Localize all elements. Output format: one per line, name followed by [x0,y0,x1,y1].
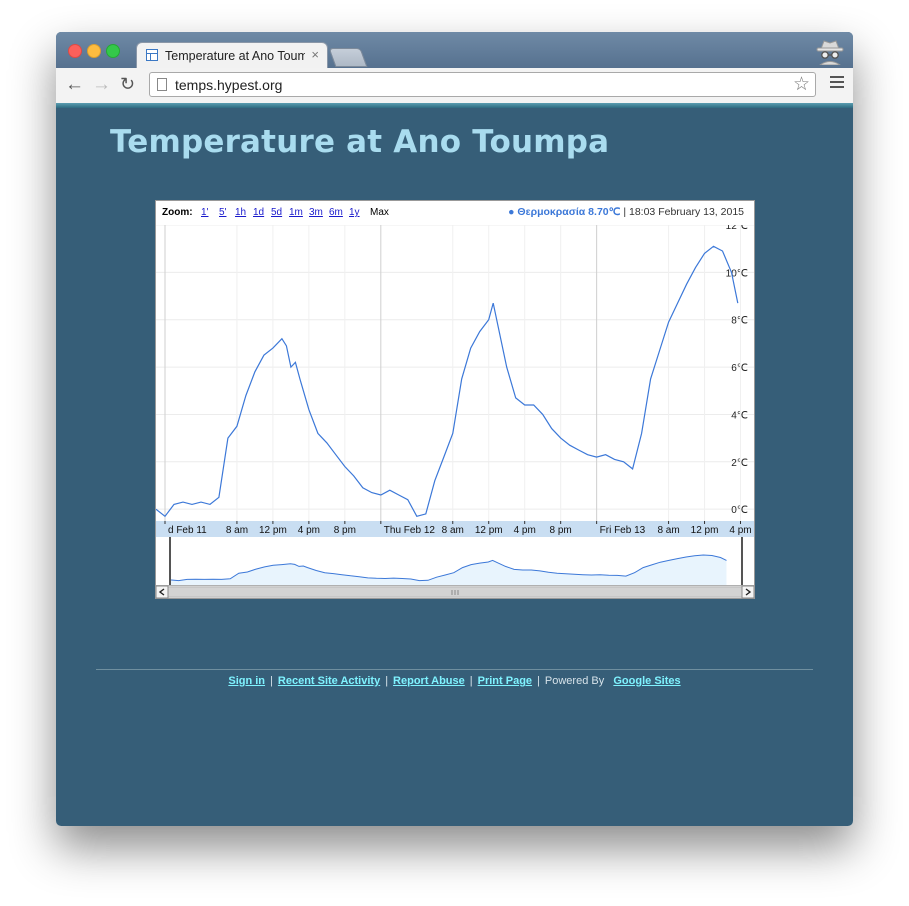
y-tick-label: 6℃ [731,363,748,374]
footer-divider [96,669,813,670]
x-tick-label: d Feb 11 [168,525,207,536]
x-tick-label: Thu Feb 12 [384,525,436,536]
page-title: Temperature at Ano Toumpa [110,124,610,160]
scroll-right-button[interactable] [741,585,754,599]
zoom-link-1h[interactable]: 1h [235,207,247,218]
recent-site-activity-link[interactable]: Recent Site Activity [277,675,381,687]
zoom-link-5min[interactable]: 5' [219,207,227,218]
x-tick-label: 12 pm [259,525,287,536]
scroll-left-button[interactable] [156,585,169,599]
report-abuse-link[interactable]: Report Abuse [393,675,465,687]
url-text[interactable]: temps.hypest.org [175,77,283,93]
navigator-series-line [169,554,727,582]
sign-in-link[interactable]: Sign in [228,675,266,687]
google-sites-favicon-icon [146,49,158,61]
temperature-series-line [156,245,739,518]
x-tick-label: 8 am [657,525,679,536]
y-tick-label: 8℃ [731,316,748,327]
incognito-icon [816,40,844,65]
x-tick-label: 8 am [442,525,464,536]
tab-title: Temperature at Ano Toump [165,49,305,63]
title-bar: Temperature at Ano Toump × [56,32,853,68]
y-tick-label: 12℃ [726,225,748,232]
zoom-link-1m[interactable]: 1m [289,207,303,218]
chart-zoom-bar: Zoom: 1' 5' 1h 1d 5d 1m 3m 6m 1y Max ● Θ… [156,201,754,225]
zoom-label: Zoom: [162,207,193,218]
y-tick-label: 4℃ [731,410,748,421]
reload-icon[interactable]: ↻ [120,74,136,94]
x-tick-label: 4 pm [514,525,536,536]
y-tick-label: 10℃ [726,268,748,279]
y-tick-label: 2℃ [731,458,748,469]
bookmark-star-icon[interactable]: ☆ [792,74,810,95]
tab-close-icon[interactable]: × [311,47,319,62]
site-footer: Sign in | Recent Site Activity | Report Abus… [228,675,681,687]
zoom-link-1y[interactable]: 1y [349,207,360,218]
print-page-link[interactable]: Print Page [477,675,533,687]
minimize-window-button[interactable] [87,44,101,58]
legend-series-label: Θερμοκρασία 8.70℃ [517,206,621,218]
temperature-chart: Zoom: 1' 5' 1h 1d 5d 1m 3m 6m 1y Max ● Θ… [155,200,755,599]
zoom-link-3m[interactable]: 3m [309,207,323,218]
zoom-link-6m[interactable]: 6m [329,207,343,218]
x-tick-label: 4 pm [298,525,320,536]
y-tick-label: 0℃ [731,505,748,516]
x-tick-label: 8 pm [334,525,356,536]
navigator-area [170,555,727,585]
legend-separator: | [623,206,629,218]
scroll-left-arrow-icon [158,588,165,596]
forward-arrow-icon[interactable]: → [92,74,111,95]
legend-timestamp: 18:03 February 13, 2015 [629,206,744,218]
back-arrow-icon[interactable]: ← [65,74,84,95]
navigator-right-handle[interactable] [741,537,743,585]
page-icon [157,78,167,91]
powered-by-text: Powered By [544,675,605,687]
scroll-right-arrow-icon [745,588,752,596]
browser-window: Temperature at Ano Toump × ← → ↻ temps.h… [56,32,853,826]
chart-legend: ● Θερμοκρασία 8.70℃ | 18:03 February 13,… [508,206,744,218]
browser-toolbar: ← → ↻ temps.hypest.org ☆ [56,68,853,104]
chart-range-navigator[interactable] [156,537,754,599]
legend-marker-icon: ● [508,206,515,218]
address-bar[interactable]: temps.hypest.org ☆ [149,72,816,97]
x-tick-label: 4 pm [729,525,751,536]
x-tick-label: 8 pm [550,525,572,536]
zoom-link-1d[interactable]: 1d [253,207,265,218]
site-header-stripe [56,103,853,108]
zoom-link-5d[interactable]: 5d [271,207,283,218]
chrome-menu-icon[interactable] [830,76,844,91]
zoom-link-1min[interactable]: 1' [201,207,209,218]
chart-plot-area[interactable]: 0℃ 2℃ 4℃ 6℃ 8℃ 10℃ 12℃ d Feb 11 8 am 12 pm 4 pm 8 p… [156,225,754,537]
zoom-max[interactable]: Max [370,207,389,218]
x-tick-label: 8 am [226,525,248,536]
x-tick-label: 12 pm [691,525,719,536]
x-axis-band [156,521,754,537]
x-tick-label: Fri Feb 13 [600,525,646,536]
browser-tab-active[interactable]: Temperature at Ano Toump × [136,42,328,68]
zoom-window-button[interactable] [106,44,120,58]
new-tab-button[interactable] [328,48,368,67]
navigator-left-handle[interactable] [169,537,171,585]
google-sites-link[interactable]: Google Sites [613,675,681,687]
close-window-button[interactable] [68,44,82,58]
x-tick-label: 12 pm [475,525,503,536]
